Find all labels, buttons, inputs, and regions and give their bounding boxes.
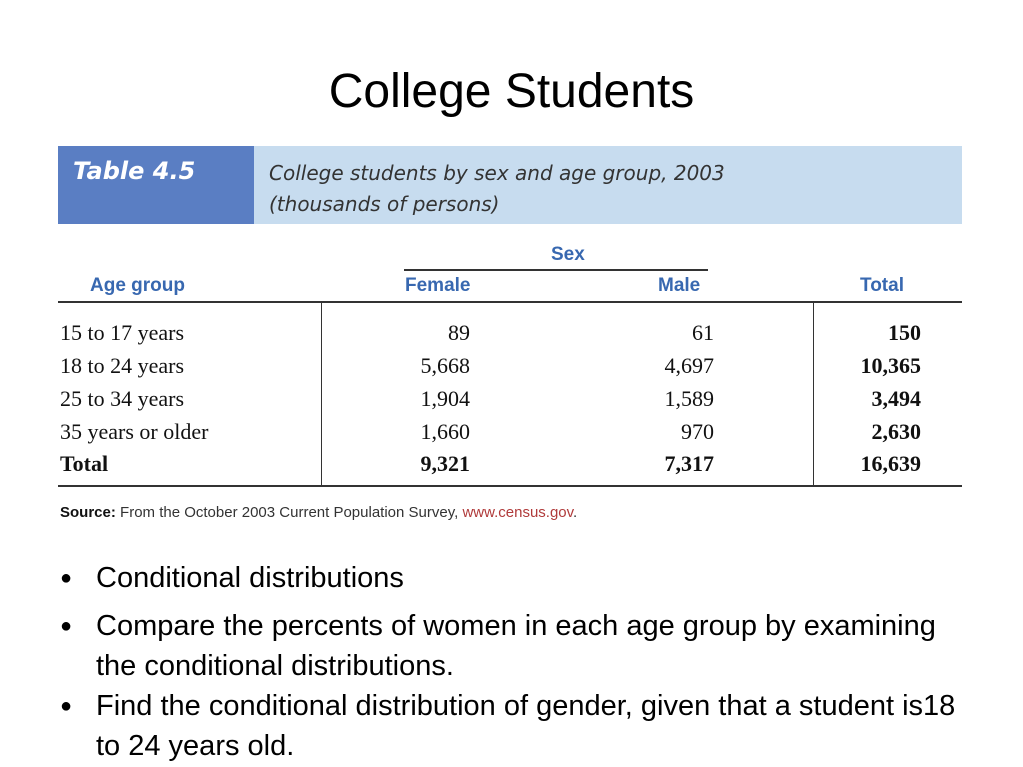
table-bottom-rule (58, 485, 962, 487)
table-number: Table 4.5 (73, 157, 196, 185)
bullet-text: Find the conditional distribution of gen… (96, 690, 956, 762)
cell-grand-total: 16,639 (860, 451, 922, 476)
cell-total: 3,494 (871, 386, 922, 411)
bullet-dot-icon: ● (60, 695, 73, 717)
cell-male: 970 (681, 419, 714, 444)
row-label: 15 to 17 years (60, 320, 185, 345)
table-header-rule (58, 301, 962, 303)
table-caption-line1: College students by sex and age group, 2… (269, 161, 725, 185)
source-label: Source: (60, 504, 116, 521)
cell-female: 89 (448, 320, 470, 345)
cell-female-total: 9,321 (420, 451, 471, 476)
source-end: . (573, 504, 578, 521)
cell-female: 5,668 (420, 353, 471, 378)
row-label: 18 to 24 years (60, 353, 185, 378)
table-caption-line2: (thousands of persons) (269, 192, 500, 216)
table-divider-left (321, 303, 322, 486)
row-label: 25 to 34 years (60, 386, 185, 411)
cell-female: 1,904 (420, 386, 471, 411)
table-divider-right (813, 303, 814, 486)
table-number-box: Table 4.5 (58, 146, 254, 224)
bullet-dot-icon: ● (60, 567, 73, 589)
cell-total: 150 (888, 320, 921, 345)
row-label-total: Total (60, 451, 109, 476)
col-header-age-group: Age group (90, 275, 185, 296)
sex-group-header: Sex (551, 244, 585, 265)
cell-total: 10,365 (860, 353, 922, 378)
source-link[interactable]: www.census.gov (462, 504, 574, 521)
cell-male: 4,697 (664, 353, 715, 378)
table-source: Source: From the October 2003 Current Po… (60, 504, 577, 521)
source-text: From the October 2003 Current Population… (120, 504, 459, 521)
col-header-male: Male (658, 275, 701, 296)
table-header-band: Table 4.5 College students by sex and ag… (58, 146, 962, 224)
row-label: 35 years or older (60, 419, 209, 444)
col-header-total: Total (860, 275, 904, 296)
bullet-dot-icon: ● (60, 615, 73, 637)
cell-total: 2,630 (871, 419, 922, 444)
col-header-female: Female (405, 275, 471, 296)
cell-male-total: 7,317 (664, 451, 715, 476)
bullet-text: Conditional distributions (96, 562, 404, 594)
sex-group-underline (404, 269, 708, 271)
cell-male: 61 (692, 320, 714, 345)
table-caption: College students by sex and age group, 2… (269, 158, 725, 220)
slide-title: College Students (328, 65, 695, 118)
bullet-text: Compare the percents of women in each ag… (96, 610, 936, 682)
cell-male: 1,589 (664, 386, 715, 411)
cell-female: 1,660 (420, 419, 471, 444)
